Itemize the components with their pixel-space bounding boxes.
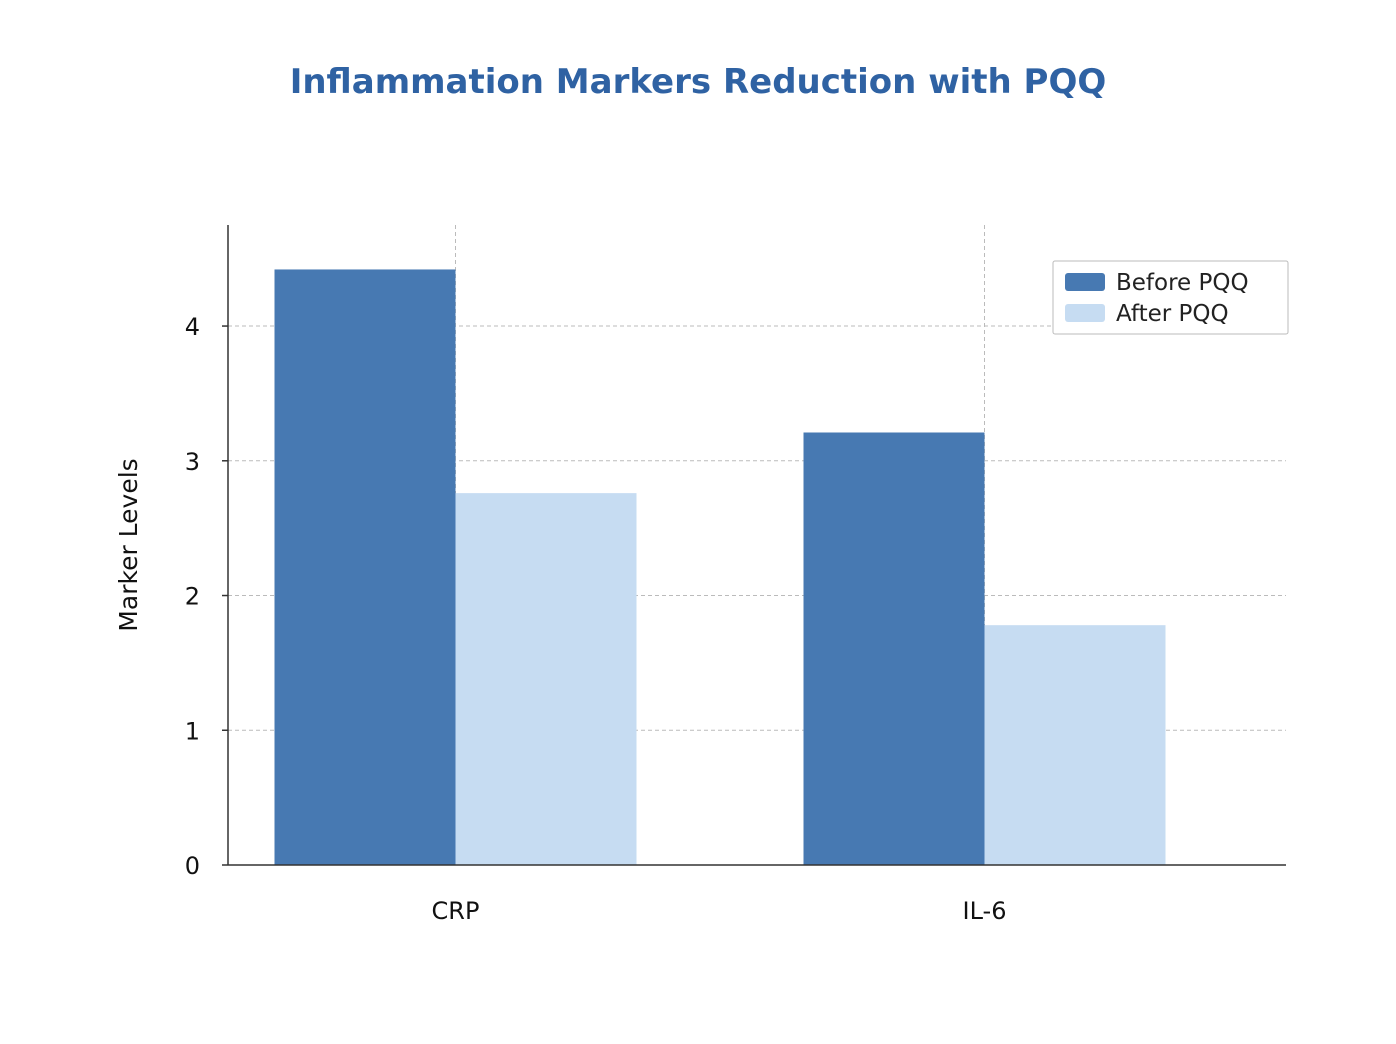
y-tick-label: 4	[185, 313, 200, 341]
bar-crp-series-1	[455, 493, 637, 865]
bar-crp-series-0	[274, 269, 456, 866]
bar-il-6-series-0	[803, 432, 985, 865]
y-tick-label: 3	[185, 448, 200, 476]
x-tick-labels: CRP IL-6	[432, 897, 1007, 925]
legend-box	[1052, 260, 1289, 335]
legend-swatch	[1065, 304, 1105, 322]
legend-swatch	[1065, 273, 1105, 291]
chart-title: Inflammation Markers Reduction with PQQ	[289, 62, 1107, 102]
axes	[227, 225, 1286, 866]
y-tick-labels: 0 1 2 3 4	[185, 313, 228, 880]
y-tick-label: 1	[185, 717, 200, 745]
legend-label: After PQQ	[1116, 301, 1229, 327]
y-tick-label: 2	[185, 583, 200, 611]
legend: Before PQQ After PQQ	[1052, 260, 1289, 335]
y-axis-title: Marker Levels	[114, 458, 143, 631]
y-tick-label: 0	[185, 852, 200, 880]
x-tick-label: IL-6	[963, 897, 1007, 925]
bar-il-6-series-1	[984, 625, 1166, 865]
x-tick-label: CRP	[432, 897, 480, 925]
legend-label: Before PQQ	[1116, 270, 1249, 296]
bars	[274, 269, 1166, 866]
